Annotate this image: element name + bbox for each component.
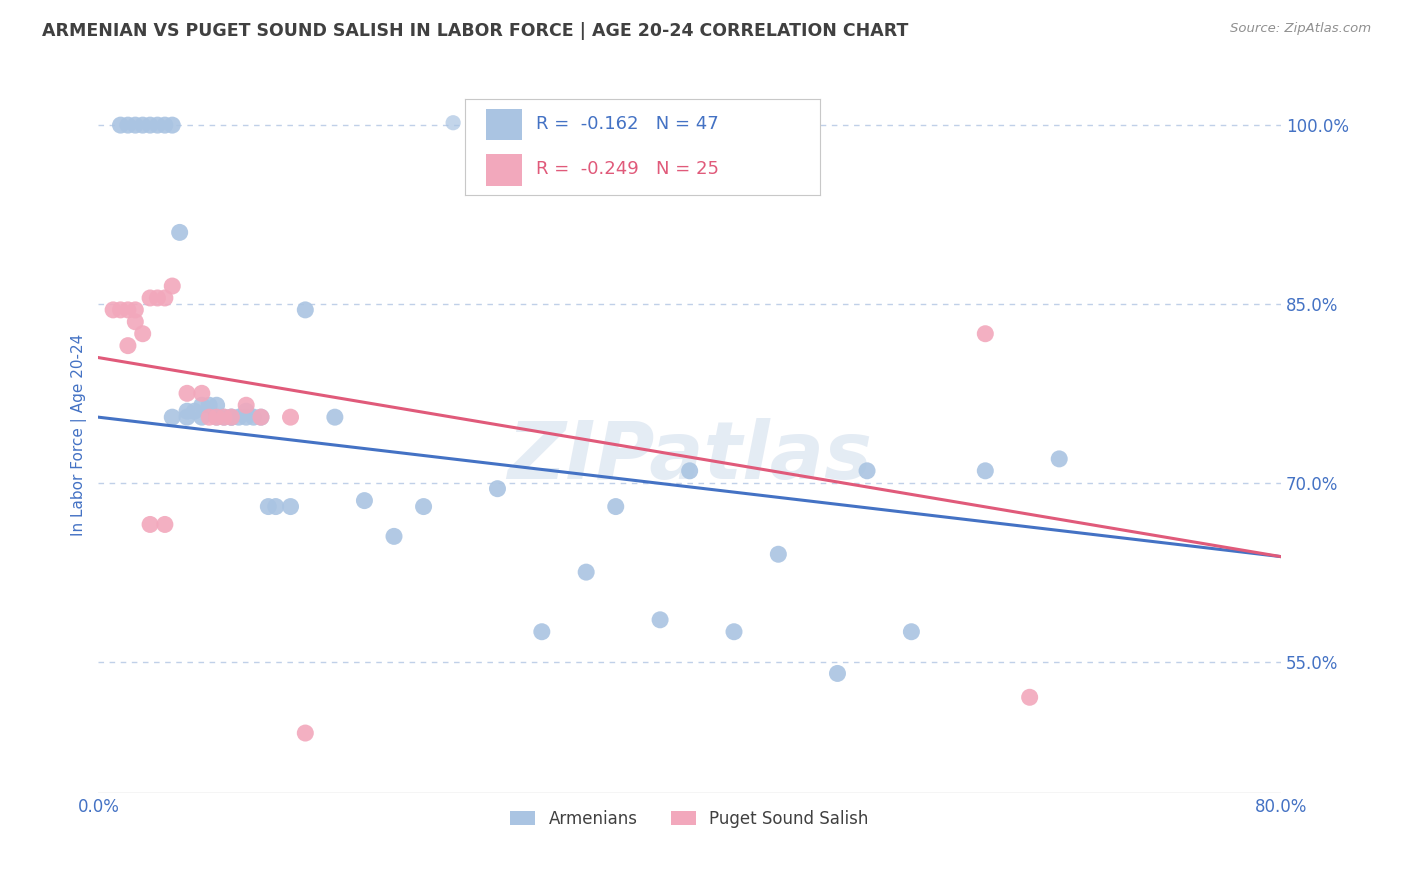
Point (242, 410, 264, 425)
Point (131, 118, 153, 132)
Point (1018, 690, 1040, 705)
Point (162, 410, 184, 425)
Point (101, 302, 124, 317)
Point (110, 118, 132, 132)
Point (768, 547, 790, 561)
Text: ZIPatlas: ZIPatlas (508, 417, 872, 495)
Point (198, 410, 221, 425)
Point (212, 410, 235, 425)
Point (221, 410, 243, 425)
Point (191, 386, 214, 401)
Point (294, 726, 316, 740)
Point (856, 464, 879, 478)
Point (353, 493, 375, 508)
Point (235, 398, 257, 412)
Point (212, 410, 235, 425)
Text: Source: ZipAtlas.com: Source: ZipAtlas.com (1230, 22, 1371, 36)
Point (294, 302, 316, 317)
Point (117, 302, 139, 317)
Point (323, 410, 346, 425)
Point (205, 410, 228, 425)
Point (257, 500, 280, 514)
Point (124, 315, 146, 329)
Point (221, 410, 243, 425)
Y-axis label: In Labor Force | Age 20-24: In Labor Force | Age 20-24 (72, 334, 87, 536)
Point (146, 291, 169, 305)
Point (162, 279, 184, 293)
Point (117, 118, 139, 132)
Point (117, 338, 139, 352)
Point (441, 116, 464, 130)
Point (280, 500, 302, 514)
Point (183, 404, 205, 418)
Point (235, 404, 257, 418)
Legend: Armenians, Puget Sound Salish: Armenians, Puget Sound Salish (503, 803, 876, 834)
Point (162, 118, 184, 132)
Point (974, 326, 997, 341)
Point (139, 118, 162, 132)
Point (250, 410, 273, 425)
Point (176, 410, 198, 425)
Point (486, 482, 509, 496)
Point (575, 565, 598, 579)
Point (974, 464, 997, 478)
Point (146, 118, 169, 132)
Point (235, 410, 257, 425)
Point (153, 291, 176, 305)
Point (139, 291, 162, 305)
Point (191, 398, 214, 412)
Point (412, 500, 434, 514)
Point (124, 302, 146, 317)
Point (221, 410, 243, 425)
Point (679, 464, 702, 478)
Point (648, 613, 671, 627)
Point (250, 410, 273, 425)
Point (900, 624, 922, 639)
Point (176, 386, 198, 401)
Point (198, 398, 221, 412)
Point (280, 410, 302, 425)
Point (530, 624, 553, 639)
Point (1047, 451, 1070, 466)
Point (827, 666, 849, 681)
Text: ARMENIAN VS PUGET SOUND SALISH IN LABOR FORCE | AGE 20-24 CORRELATION CHART: ARMENIAN VS PUGET SOUND SALISH IN LABOR … (42, 22, 908, 40)
Point (176, 404, 198, 418)
Point (723, 624, 745, 639)
Point (153, 517, 176, 532)
Point (169, 226, 191, 240)
Point (205, 398, 228, 412)
Point (139, 517, 162, 532)
Point (131, 326, 153, 341)
Point (228, 410, 250, 425)
Point (264, 500, 287, 514)
Point (124, 118, 146, 132)
Point (191, 410, 214, 425)
Point (153, 118, 176, 132)
Point (382, 529, 405, 543)
Point (205, 410, 228, 425)
Point (605, 500, 627, 514)
Point (110, 302, 132, 317)
